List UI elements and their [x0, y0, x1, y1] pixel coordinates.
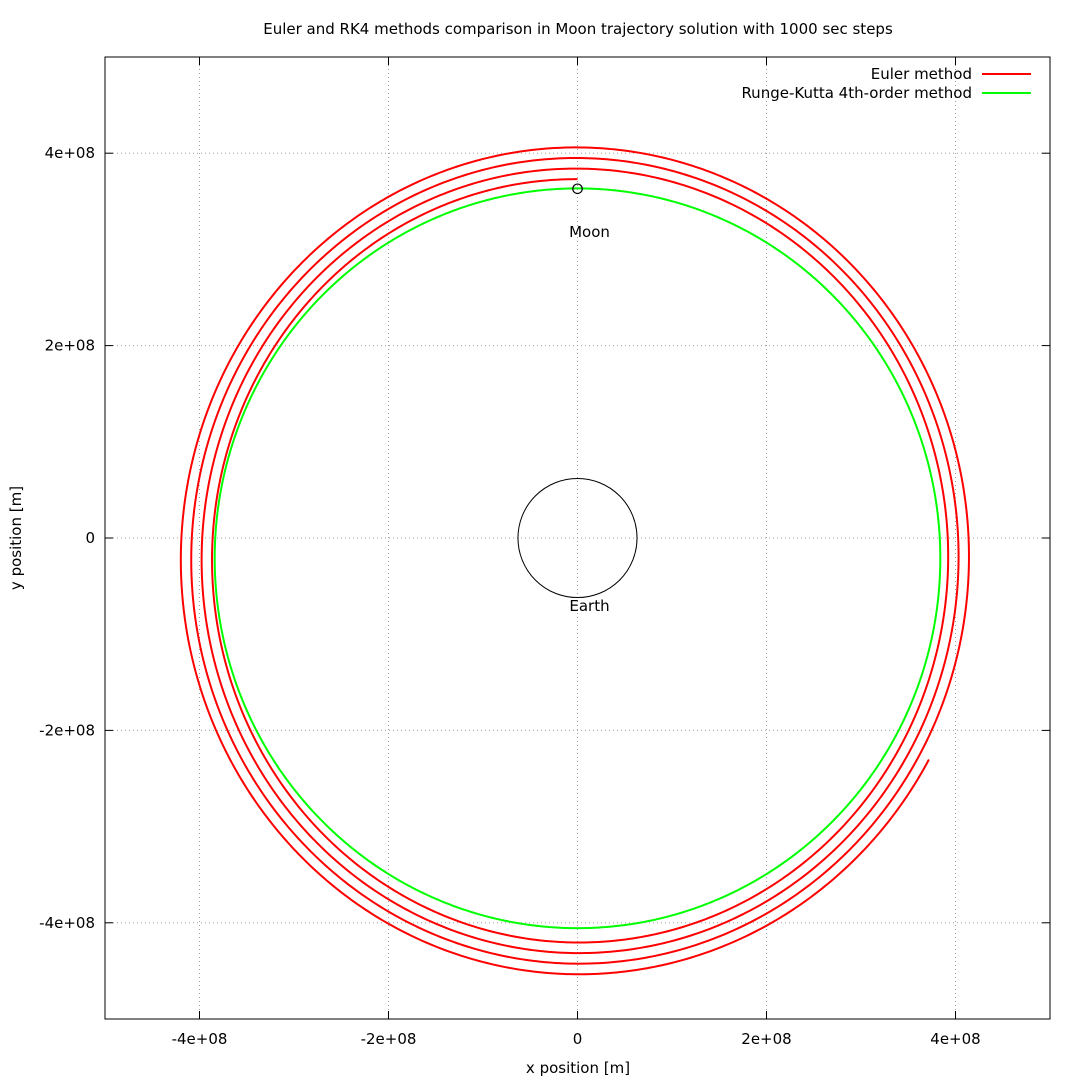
- y-tick-label: 4e+08: [45, 144, 95, 162]
- axis-ticks: -4e+08 -2e+08 0 2e+08 4e+08 -4e+08 -2e+08 0 2e+0…: [39, 57, 1050, 1048]
- x-tick-label: 2e+08: [741, 1030, 791, 1048]
- earth-label: Earth: [569, 597, 609, 615]
- euler-series: [179, 146, 970, 976]
- euler-trajectory-line: [179, 146, 970, 976]
- x-tick-label: -2e+08: [361, 1030, 417, 1048]
- y-tick-label: -4e+08: [39, 914, 95, 932]
- grid: [105, 57, 1050, 1019]
- chart-title: Euler and RK4 methods comparison in Moon…: [263, 20, 893, 38]
- moon-marker: [572, 183, 583, 195]
- legend: Euler method Runge-Kutta 4th-order metho…: [741, 65, 1031, 102]
- moon-label: Moon: [569, 223, 610, 241]
- earth-marker: [517, 477, 638, 599]
- legend-label-rk4: Runge-Kutta 4th-order method: [741, 84, 972, 102]
- rk4-series: [213, 187, 942, 930]
- y-tick-label: 0: [85, 529, 95, 547]
- x-tick-label: 4e+08: [930, 1030, 980, 1048]
- x-tick-label: 0: [573, 1030, 583, 1048]
- x-axis-label: x position [m]: [526, 1059, 630, 1077]
- legend-label-euler: Euler method: [871, 65, 972, 83]
- rk4-trajectory-line: [213, 187, 942, 930]
- y-tick-label: 2e+08: [45, 337, 95, 355]
- x-tick-label: -4e+08: [172, 1030, 228, 1048]
- y-tick-label: -2e+08: [39, 721, 95, 739]
- y-axis-label: y position [m]: [7, 486, 25, 590]
